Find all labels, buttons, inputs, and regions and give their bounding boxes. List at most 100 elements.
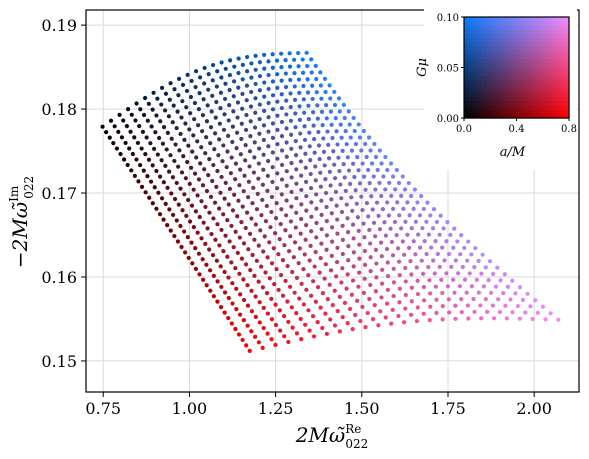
data-point — [223, 233, 228, 238]
colorbar-cell — [516, 46, 522, 52]
data-point — [262, 234, 267, 239]
colorbar-cell — [468, 50, 474, 56]
colorbar-cell — [490, 67, 496, 73]
data-point — [246, 179, 251, 184]
data-point — [158, 174, 163, 179]
colorbar-cell — [560, 50, 566, 56]
data-point — [357, 242, 362, 247]
colorbar-cell — [520, 80, 526, 85]
data-point — [217, 137, 222, 142]
data-point — [157, 135, 162, 141]
colorbar-cell — [499, 25, 504, 31]
colorbar-cell — [525, 84, 531, 90]
colorbar-cell — [490, 71, 496, 77]
data-point — [385, 200, 390, 205]
colorbar-cell — [464, 46, 469, 52]
data-point — [339, 135, 344, 140]
colorbar-cell — [547, 25, 553, 31]
colorbar-cell — [520, 25, 526, 31]
data-point — [385, 260, 390, 265]
data-point — [293, 153, 299, 158]
data-point — [297, 90, 302, 95]
colorbar-cell — [516, 101, 522, 106]
colorbar-cell — [542, 50, 548, 56]
data-point — [535, 310, 541, 315]
data-point — [319, 109, 325, 114]
data-point — [397, 286, 402, 291]
data-point — [176, 93, 181, 98]
colorbar-cell — [512, 88, 518, 94]
colorbar-cell — [485, 105, 491, 111]
data-point — [188, 219, 193, 224]
data-point — [356, 122, 361, 127]
data-point — [345, 230, 351, 235]
colorbar-cell — [494, 80, 500, 85]
data-point — [257, 116, 262, 122]
data-point — [362, 262, 368, 267]
colorbar-cell — [547, 84, 553, 90]
data-point — [261, 325, 266, 331]
colorbar-cell — [525, 109, 531, 115]
data-point — [473, 246, 478, 251]
data-point — [370, 317, 376, 322]
colorbar-cell — [477, 21, 483, 27]
colorbar-cell — [481, 46, 487, 52]
colorbar-cell — [468, 42, 474, 48]
data-point — [371, 220, 377, 225]
colorbar-cell — [485, 59, 491, 64]
data-point — [231, 109, 236, 114]
data-point — [319, 212, 324, 217]
data-point — [296, 261, 301, 266]
data-point — [316, 143, 322, 148]
data-point — [264, 203, 269, 209]
data-point — [309, 229, 314, 234]
data-point — [420, 271, 426, 276]
data-point — [293, 125, 298, 130]
data-point — [288, 104, 293, 110]
data-point — [284, 183, 289, 188]
data-point — [166, 114, 172, 119]
colorbar-cell — [547, 50, 553, 56]
data-point — [424, 219, 429, 224]
data-point — [145, 118, 150, 123]
colorbar-cell — [490, 92, 496, 98]
data-point — [415, 305, 420, 310]
data-point — [201, 97, 206, 102]
colorbar-cell — [512, 80, 518, 85]
colorbar-cell — [494, 63, 500, 69]
data-point — [226, 295, 231, 301]
colorbar-cell — [516, 33, 522, 39]
data-point — [217, 243, 222, 248]
data-point — [317, 270, 322, 275]
data-point — [259, 264, 264, 269]
data-point — [289, 132, 294, 137]
data-point — [309, 70, 314, 75]
data-point — [304, 208, 309, 213]
data-point — [432, 271, 437, 276]
data-point — [206, 87, 211, 92]
data-point — [262, 94, 267, 99]
data-point — [170, 175, 176, 180]
data-point — [393, 187, 398, 192]
data-point — [332, 89, 337, 94]
data-point — [261, 249, 266, 254]
data-point — [148, 179, 154, 184]
colorbar-cell — [503, 113, 509, 119]
data-point — [350, 278, 356, 283]
colorbar-cell — [560, 33, 566, 39]
data-point — [426, 264, 431, 270]
data-point — [269, 317, 275, 322]
data-point — [515, 303, 520, 309]
data-point — [178, 131, 183, 137]
data-point — [359, 148, 364, 153]
data-point — [276, 252, 281, 257]
data-point — [429, 245, 434, 250]
colorbar-cell — [512, 113, 518, 119]
data-point — [212, 131, 218, 136]
data-point — [327, 282, 332, 287]
data-point — [414, 265, 419, 270]
data-point — [329, 197, 334, 202]
data-point — [321, 149, 327, 154]
data-point — [176, 76, 182, 81]
data-point — [274, 201, 279, 206]
